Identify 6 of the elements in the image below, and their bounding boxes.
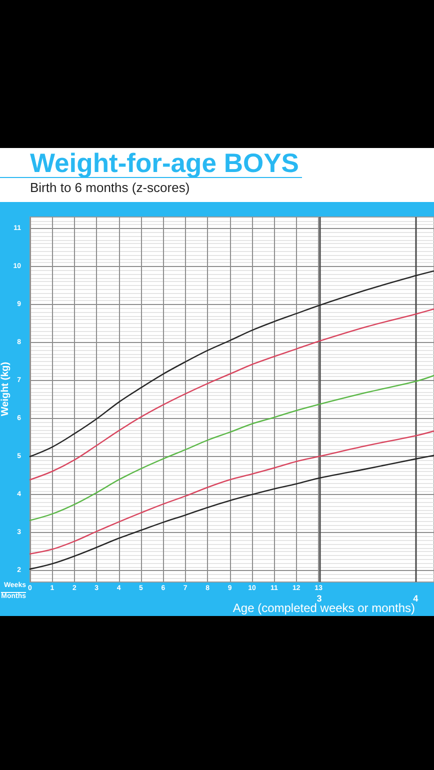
x2-tick-label: 4	[413, 594, 418, 604]
x-axis-title: Age (completed weeks or months)	[232, 601, 415, 615]
chart-title: Weight-for-age BOYS	[0, 148, 302, 178]
x2-tick-label: 3	[316, 594, 322, 604]
chart-subtitle: Birth to 6 months (z-scores)	[30, 180, 190, 196]
y-axis-title: Weight (kg)	[0, 360, 12, 418]
